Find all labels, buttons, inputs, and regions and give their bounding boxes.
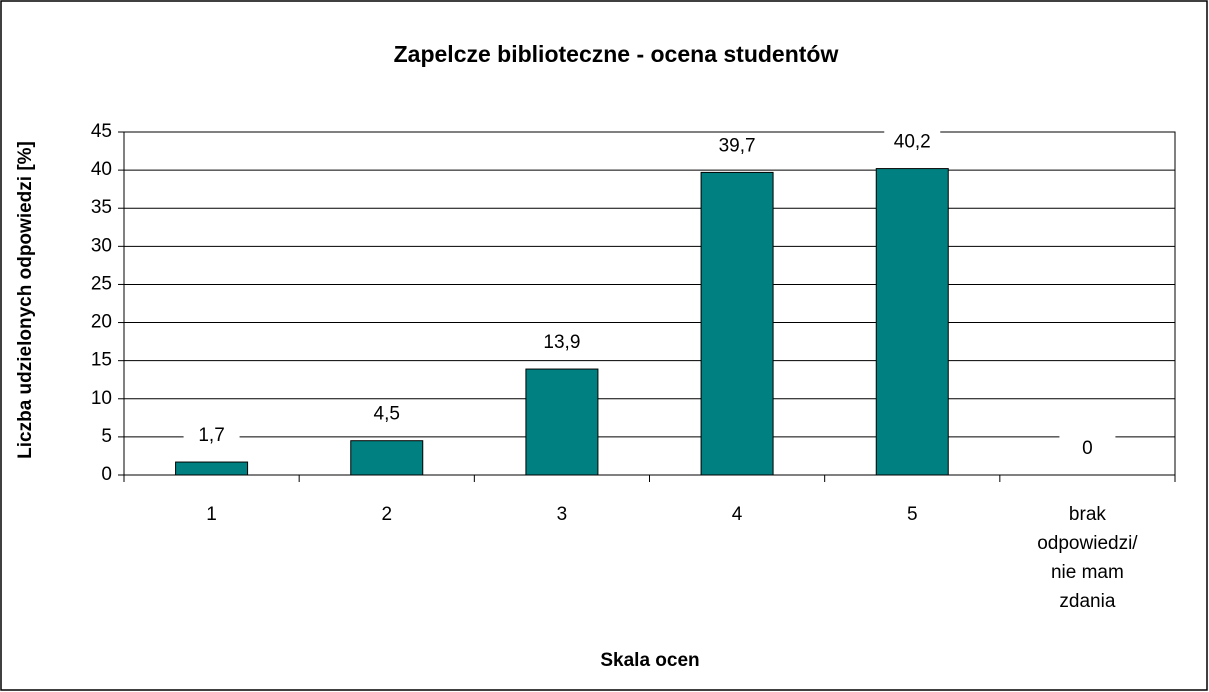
value-label-bg [358,401,415,428]
x-tick-label: 3 [556,504,568,525]
value-label: 0 [1082,438,1093,459]
y-tick-label: 20 [91,312,112,333]
x-tick-label-box: 4 [731,504,743,525]
y-tick-label: 5 [101,426,112,447]
value-label: 13,9 [543,332,580,353]
x-tick-label-box: 1 [206,504,217,525]
bar [350,440,424,476]
value-label: 4,5 [374,404,400,425]
x-tick-label: 5 [906,504,918,525]
y-tick-label: 10 [91,388,112,409]
x-tick-label: 4 [731,504,743,525]
y-tick-label: 0 [101,464,112,485]
bar [525,368,599,476]
value-label-bg [1059,436,1116,462]
x-tick-label-box: 5 [906,504,918,525]
y-tick-label: 35 [91,197,112,218]
y-axis-label: Liczba udzielonych odpowiedzi [%] [15,141,36,459]
y-tick-label: 25 [91,273,112,294]
chart-title: Zapelcze biblioteczne - ocena studentów [394,41,839,67]
y-tick-label: 45 [91,121,112,142]
value-label-bg [709,133,766,160]
x-tick-label-box: 2 [381,504,393,525]
x-axis-label: Skala ocen [600,650,699,671]
y-tick-label: 40 [91,159,112,180]
y-tick-label: 15 [91,350,112,371]
x-tick-label-box: brak odpowiedzi/ nie mam zdania [1037,504,1138,612]
y-tick-label: 30 [91,235,112,256]
value-label-bg [183,423,240,450]
x-tick-label: brak odpowiedzi/ nie mam zdania [1037,504,1138,612]
value-label: 39,7 [719,135,756,156]
value-label-bg [533,330,590,357]
bar [175,461,249,476]
x-tick-label-box: 3 [556,504,568,525]
x-tick-label: 1 [206,504,217,525]
bar [875,168,949,476]
value-label-bg [884,129,941,156]
bar [700,171,774,476]
x-tick-label: 2 [381,504,393,525]
value-label: 1,7 [198,425,224,446]
value-label: 40,2 [894,132,931,153]
